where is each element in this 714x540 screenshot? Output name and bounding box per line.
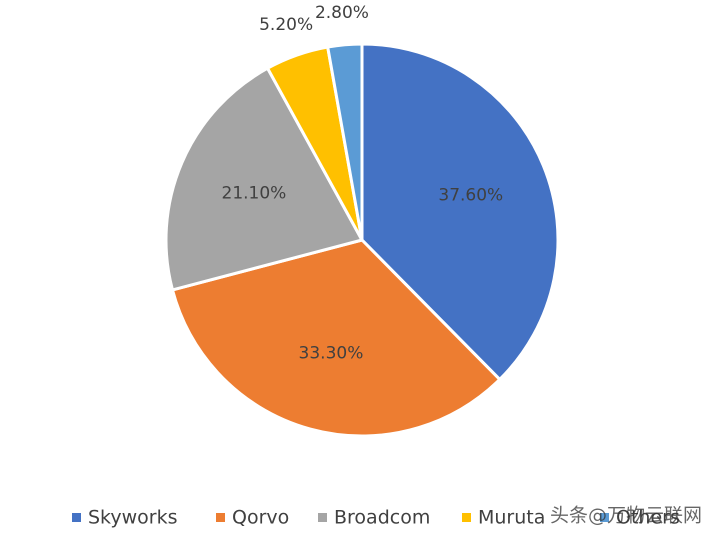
legend-label: Broadcom <box>334 507 430 529</box>
legend-label: Skyworks <box>88 507 178 529</box>
legend-label: Muruta <box>478 507 545 529</box>
data-label: 2.80% <box>315 3 369 23</box>
data-label: 37.60% <box>438 185 503 205</box>
watermark: 头条@万物云联网 <box>550 505 702 527</box>
pie-slice <box>360 42 560 382</box>
legend-swatch <box>462 513 471 522</box>
legend-label: Qorvo <box>232 507 289 529</box>
legend-label: Others <box>616 507 680 529</box>
data-label: 5.20% <box>259 15 313 35</box>
pie-slice <box>164 66 365 292</box>
data-label: 33.30% <box>299 343 364 363</box>
legend-swatch <box>600 513 609 522</box>
pie-slice <box>170 238 502 438</box>
pie-slice <box>325 42 364 241</box>
legend-swatch <box>216 513 225 522</box>
legend-swatch <box>318 513 327 522</box>
legend-swatch <box>72 513 81 522</box>
data-label: 21.10% <box>222 184 287 204</box>
